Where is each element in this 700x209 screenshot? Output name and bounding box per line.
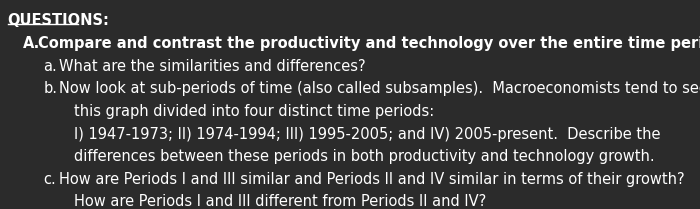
Text: How are Periods I and III different from Periods II and IV?: How are Periods I and III different from…: [74, 194, 486, 209]
Text: How are Periods I and III similar and Periods II and IV similar in terms of thei: How are Periods I and III similar and Pe…: [59, 172, 685, 187]
Text: this graph divided into four distinct time periods:: this graph divided into four distinct ti…: [74, 104, 434, 119]
Text: Now look at sub-periods of time (also called subsamples).  Macroeconomists tend : Now look at sub-periods of time (also ca…: [59, 81, 700, 96]
Text: What are the similarities and differences?: What are the similarities and difference…: [59, 59, 365, 74]
Text: A.: A.: [23, 36, 40, 51]
Text: c.: c.: [43, 172, 56, 187]
Text: a.: a.: [43, 59, 57, 74]
Text: QUESTIONS:: QUESTIONS:: [8, 13, 109, 28]
Text: I) 1947-1973; II) 1974-1994; III) 1995-2005; and IV) 2005-present.  Describe the: I) 1947-1973; II) 1974-1994; III) 1995-2…: [74, 127, 661, 141]
Text: differences between these periods in both productivity and technology growth.: differences between these periods in bot…: [74, 149, 655, 164]
Text: Compare and contrast the productivity and technology over the entire time period: Compare and contrast the productivity an…: [38, 36, 700, 51]
Text: b.: b.: [43, 81, 57, 96]
